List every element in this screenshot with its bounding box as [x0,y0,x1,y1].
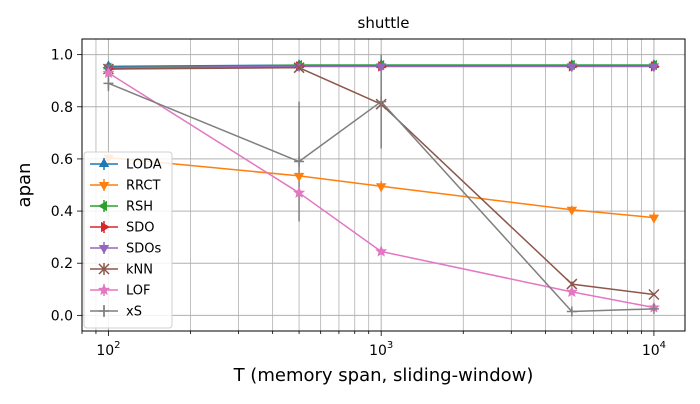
legend-marker-rrct [98,182,110,191]
legend-marker-xs [99,306,109,316]
legend-marker-lof [98,283,110,296]
legend-label-rrct: RRCT [126,179,160,194]
data-point-xs [294,156,305,167]
legend-marker-sdo [101,221,110,233]
legend-label-lof: LOF [126,284,151,299]
data-point-rrct [566,206,578,216]
data-point-rrct [293,172,305,182]
y-tick-label: 1.0 [51,48,73,64]
legend-marker-rsh [98,200,107,212]
data-point-xs [103,78,114,89]
legend-marker-knn [98,263,110,275]
data-point-sdos [566,63,578,73]
data-point-xs [376,96,387,107]
x-tick-label: 103 [369,340,393,359]
legend: LODA RRCT RSH SDO SDOs kNN LOF xS [83,151,173,329]
x-tick-label: 102 [96,340,120,359]
legend-label-rsh: RSH [126,200,153,215]
legend-label-sdo: SDO [126,221,155,236]
chart-title: shuttle [358,14,410,32]
legend-label-knn: kNN [126,263,153,278]
data-point-lof [375,245,388,257]
data-point-knn [293,62,305,74]
data-point-knn [566,278,578,290]
y-tick-label: 0.6 [51,152,73,168]
data-point-lof [102,66,115,78]
legend-box [83,151,173,329]
x-axis-label: T (memory span, sliding-window) [233,365,534,386]
y-tick-label: 0.8 [51,100,73,116]
series-markers [102,59,660,317]
legend-label-sdos: SDOs [126,242,161,257]
data-point-sdos [375,63,387,73]
data-point-rrct [375,183,387,193]
data-point-lof [293,186,306,198]
y-tick-label: 0.2 [51,256,73,272]
legend-marker-sdos [98,245,110,254]
data-point-xs [648,303,659,314]
axis-ticks: 0.0 0.2 0.4 0.6 0.8 1.0 102 103 104 [51,48,666,359]
legend-label-loda: LODA [126,158,162,173]
legend-label-xs: xS [126,305,142,320]
data-point-knn [648,288,660,301]
data-point-rrct [648,214,660,224]
legend-marker-loda [98,158,110,167]
y-tick-label: 0.4 [51,204,73,220]
plot-frame [81,38,686,332]
data-point-sdos [648,63,660,73]
y-axis-label: apan [14,163,35,208]
x-tick-label: 104 [642,340,666,359]
data-point-lof [565,285,578,297]
data-point-xs [566,306,577,317]
y-tick-label: 0.0 [51,308,73,324]
